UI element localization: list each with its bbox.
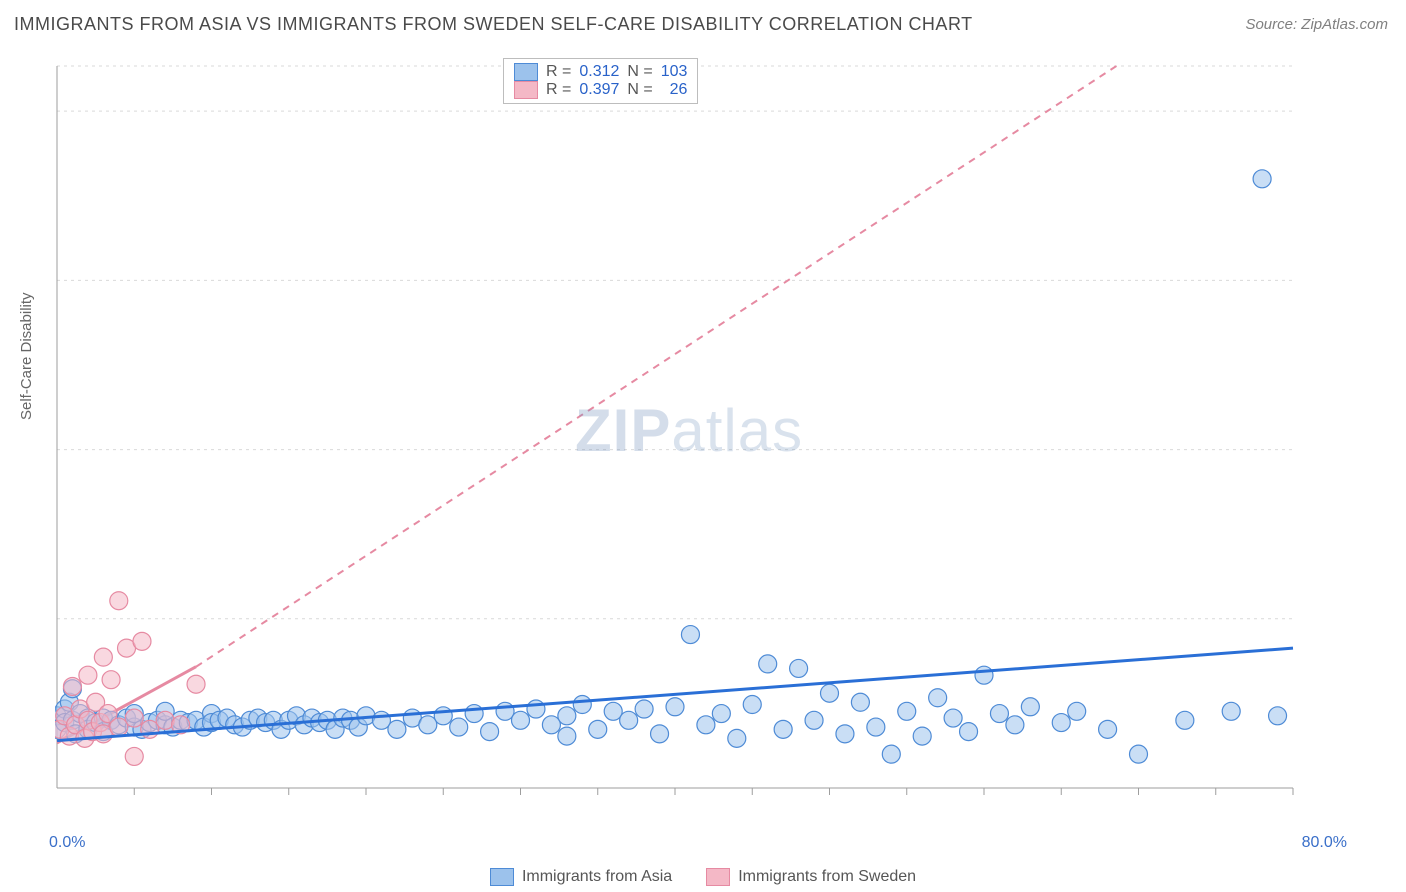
series-legend-asia: Immigrants from Asia — [490, 868, 672, 886]
chart-plot-area: 7.5%15.0%22.5%30.0% ZIPatlas R = 0.312 N… — [55, 58, 1295, 828]
legend-swatch-sweden — [706, 868, 730, 886]
legend-row-sweden: R = 0.397 N = 26 — [514, 81, 687, 99]
series-legend: Immigrants from Asia Immigrants from Swed… — [0, 868, 1406, 886]
legend-swatch-sweden — [514, 81, 538, 99]
x-axis-max-label: 80.0% — [1302, 834, 1347, 852]
chart-title: IMMIGRANTS FROM ASIA VS IMMIGRANTS FROM … — [14, 14, 973, 35]
correlation-legend: R = 0.312 N = 103R = 0.397 N = 26 — [503, 58, 698, 104]
source-attribution: Source: ZipAtlas.com — [1245, 16, 1388, 33]
y-axis-label: Self-Care Disability — [18, 292, 35, 420]
legend-swatch-asia — [490, 868, 514, 886]
watermark: ZIPatlas — [575, 396, 803, 465]
x-axis-min-label: 0.0% — [49, 834, 85, 852]
legend-row-asia: R = 0.312 N = 103 — [514, 63, 687, 81]
legend-swatch-asia — [514, 63, 538, 81]
series-legend-sweden: Immigrants from Sweden — [706, 868, 916, 886]
